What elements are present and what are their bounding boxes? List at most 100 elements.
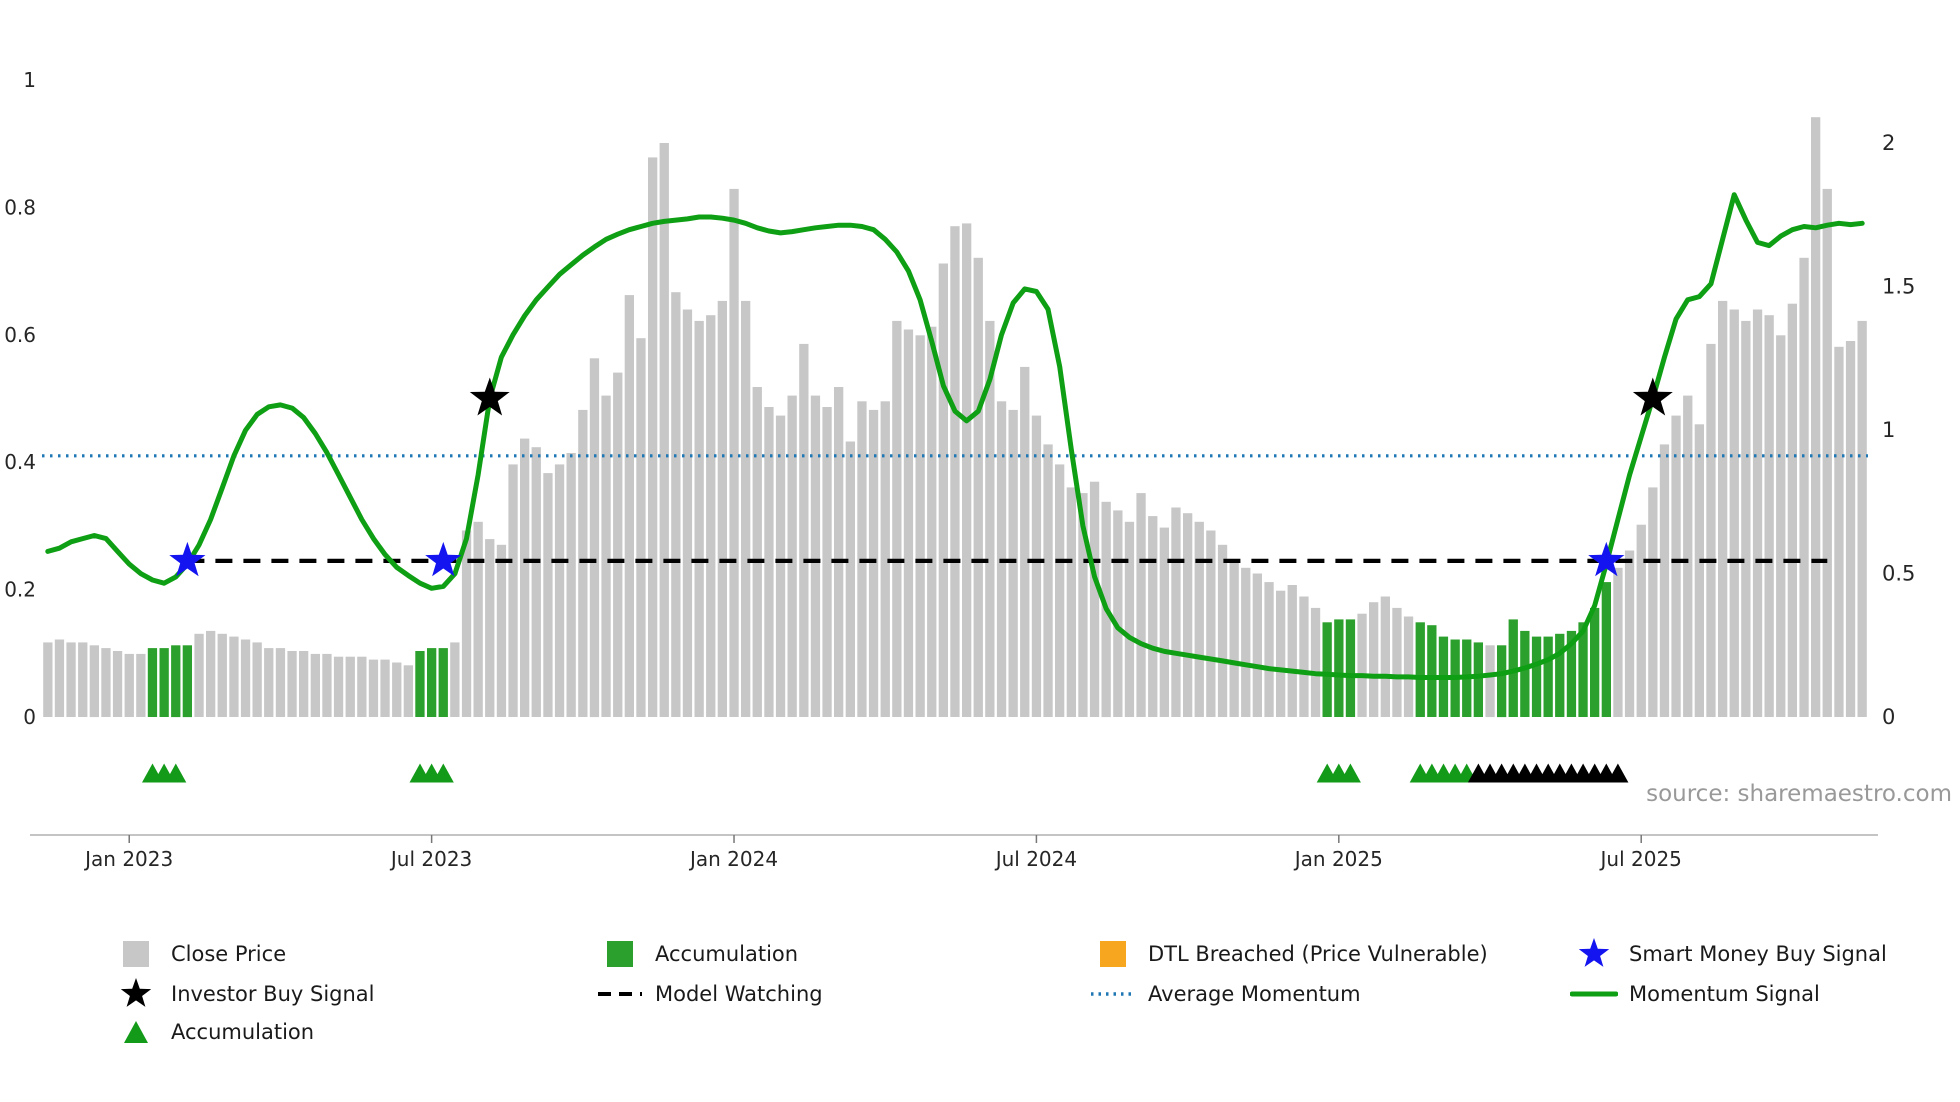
- close-price-bar: [752, 387, 762, 717]
- right-axis-tick-label: 0.5: [1882, 562, 1915, 586]
- close-price-bar: [578, 409, 588, 717]
- close-price-bar: [1822, 188, 1832, 717]
- close-price-bar: [1485, 645, 1495, 718]
- close-price-bar: [938, 263, 948, 717]
- accumulation-bar: [415, 651, 425, 717]
- close-price-bar: [392, 662, 402, 717]
- x-tick-label: Jul 2025: [1599, 847, 1682, 871]
- close-price-bar: [380, 659, 390, 717]
- close-price-bar: [1078, 493, 1088, 717]
- close-price-bar: [485, 539, 495, 717]
- square-icon: [123, 941, 149, 967]
- close-price-bar: [1252, 573, 1262, 717]
- close-price-bar: [1787, 303, 1797, 717]
- close-price-bar: [1194, 521, 1204, 717]
- close-price-bar: [357, 656, 367, 717]
- close-price-bar: [892, 320, 902, 717]
- close-price-bar: [1020, 366, 1030, 717]
- close-price-bar: [1380, 596, 1390, 717]
- close-price-bar: [1636, 524, 1646, 717]
- legend-item-close-price-square: Close Price: [112, 936, 286, 972]
- legend-label: Investor Buy Signal: [171, 981, 375, 1006]
- close-price-bar: [496, 544, 507, 717]
- legend-item-accumulation-square: Accumulation: [596, 936, 798, 972]
- legend-item-momentum-signal-line: Momentum Signal: [1570, 976, 1820, 1012]
- accumulation-triangle-icon: [1339, 763, 1361, 783]
- close-price-bar: [1369, 602, 1379, 717]
- close-price-bar: [787, 395, 797, 717]
- close-price-bar: [194, 633, 204, 717]
- close-price-bar: [78, 642, 88, 717]
- close-price-bar: [601, 395, 611, 717]
- investor-buy-signal-star: [469, 377, 510, 416]
- close-price-bar: [1845, 341, 1856, 717]
- close-price-bar: [1752, 309, 1763, 717]
- close-price-bar: [240, 639, 251, 717]
- legend-item-accumulation-triangle: Accumulation: [112, 1014, 314, 1050]
- close-price-bar: [1031, 415, 1042, 717]
- legend-label: Average Momentum: [1148, 981, 1361, 1006]
- close-price-bar: [124, 653, 134, 717]
- close-price-bar: [299, 651, 309, 717]
- accumulation-bar: [1334, 619, 1344, 717]
- accumulation-bar: [171, 645, 181, 718]
- close-price-bar: [287, 651, 297, 717]
- close-price-bar: [1741, 320, 1751, 717]
- legend-item-average-momentum-dotted-line: Average Momentum: [1089, 976, 1361, 1012]
- close-price-bar: [822, 407, 832, 717]
- close-price-bar: [1834, 346, 1844, 717]
- accumulation-bar: [1601, 582, 1611, 717]
- close-price-bar: [1648, 487, 1658, 717]
- close-price-bar: [880, 401, 890, 717]
- close-price-bar: [1776, 335, 1786, 717]
- close-price-bar: [1287, 585, 1297, 717]
- close-price-bar: [729, 188, 739, 717]
- accumulation-bar: [182, 645, 192, 718]
- close-price-bar: [508, 464, 518, 717]
- square-icon: [607, 941, 633, 967]
- right-axis-tick-label: 0: [1882, 705, 1895, 729]
- smart-money-buy-signal-star: [169, 541, 206, 577]
- close-price-bar: [206, 630, 216, 717]
- close-price-bar: [1183, 513, 1193, 717]
- close-price-bar: [1857, 320, 1867, 717]
- accumulation-bar: [1520, 630, 1530, 717]
- legend-label: Momentum Signal: [1629, 981, 1820, 1006]
- close-price-bar: [554, 464, 565, 717]
- black-triangle-icon: [1607, 763, 1629, 783]
- chart-canvas: Jan 2023 Jul 2023 Jan 2024 Jul 2024 Jan 2025…: [4, 68, 1915, 871]
- close-price-bar: [543, 473, 553, 717]
- close-price-bar: [252, 642, 262, 717]
- left-axis-tick-label: 1: [23, 68, 36, 92]
- close-price-bar: [834, 387, 844, 717]
- close-price-bar: [741, 300, 751, 717]
- close-price-bar: [1613, 567, 1623, 717]
- close-price-bar: [1694, 424, 1704, 717]
- close-price-bar: [868, 409, 879, 717]
- legend-item-investor-buy-signal-star: Investor Buy Signal: [112, 976, 375, 1012]
- accumulation-bar: [1590, 607, 1600, 717]
- accumulation-bar: [427, 648, 437, 717]
- legend-label: DTL Breached (Price Vulnerable): [1148, 941, 1488, 966]
- close-price-bar: [671, 292, 681, 717]
- legend-item-model-watching-dashed-line: Model Watching: [596, 976, 823, 1012]
- left-axis-tick-label: 0.2: [4, 578, 36, 602]
- source-attribution: source: sharemaestro.com: [1646, 781, 1952, 807]
- accumulation-bar: [1578, 622, 1588, 717]
- left-axis-tick-label: 0.6: [4, 323, 36, 347]
- close-price-bar: [1811, 117, 1821, 717]
- momentum-signal-line: [45, 192, 1865, 680]
- close-price-bar: [1113, 510, 1123, 717]
- close-price-bar: [333, 656, 344, 717]
- x-tick-label: Jul 2024: [994, 847, 1077, 871]
- close-price-bar: [659, 143, 669, 717]
- x-tick-label: Jan 2025: [1293, 847, 1383, 871]
- close-price-bar: [1403, 616, 1414, 717]
- close-price-bar: [1148, 516, 1158, 717]
- close-price-bar: [461, 530, 472, 717]
- accumulation-bar: [1555, 633, 1565, 717]
- accumulation-bar: [1531, 636, 1542, 717]
- close-price-bar: [450, 642, 460, 717]
- accumulation-bar: [438, 648, 448, 717]
